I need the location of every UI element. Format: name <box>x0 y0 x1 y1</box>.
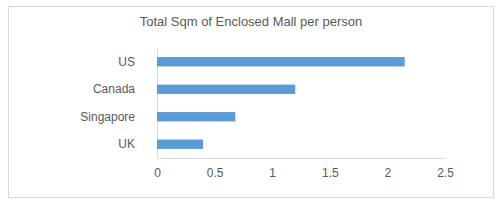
y-tick-label: Singapore <box>80 110 135 124</box>
y-tick: Canada <box>93 82 135 96</box>
x-tick-label: 0.5 <box>207 166 224 180</box>
x-tick-label: 2 <box>385 166 392 180</box>
x-tick: 2.5 <box>437 158 454 180</box>
x-tick: 2 <box>385 158 392 180</box>
x-tick-label: 2.5 <box>437 166 454 180</box>
x-axis: 0 0.5 1 1.5 2 2.5 <box>154 158 454 180</box>
y-tick: US <box>118 55 135 69</box>
x-tick-label: 0 <box>154 166 161 180</box>
x-tick: 0 <box>154 158 161 180</box>
x-tick: 0.5 <box>207 158 224 180</box>
bar <box>157 85 295 94</box>
x-tick-label: 1 <box>269 166 276 180</box>
y-tick-label: Canada <box>93 82 135 96</box>
bar <box>157 112 235 121</box>
bar <box>157 140 203 149</box>
x-axis-line <box>158 158 446 159</box>
bars <box>157 57 405 149</box>
y-tick-label: UK <box>118 137 135 151</box>
x-tick: 1.5 <box>322 158 339 180</box>
y-axis: US Canada Singapore UK <box>80 49 157 159</box>
chart-frame <box>9 7 494 198</box>
chart: Total Sqm of Enclosed Mall per person 0 0.… <box>0 0 501 204</box>
bar <box>157 57 405 66</box>
y-tick: Singapore <box>80 110 135 124</box>
y-tick: UK <box>118 137 135 151</box>
chart-title: Total Sqm of Enclosed Mall per person <box>140 14 363 29</box>
y-tick-label: US <box>118 55 135 69</box>
x-tick: 1 <box>269 158 276 180</box>
x-tick-label: 1.5 <box>322 166 339 180</box>
